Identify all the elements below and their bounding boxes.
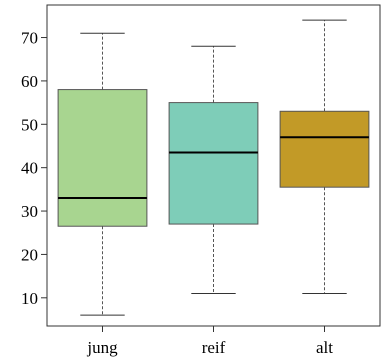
iqr-box xyxy=(279,110,370,188)
y-tick-label: 20 xyxy=(21,245,38,264)
box-jung xyxy=(57,32,148,316)
x-axis: jung reif alt xyxy=(86,326,333,357)
y-tick-label: 10 xyxy=(21,289,38,308)
x-tick-label: reif xyxy=(202,338,226,357)
y-tick-label: 70 xyxy=(21,29,38,48)
boxes-group xyxy=(57,19,370,316)
y-tick-label: 60 xyxy=(21,72,38,91)
box-reif xyxy=(168,45,259,294)
y-tick-label: 40 xyxy=(21,159,38,178)
x-tick-label: jung xyxy=(86,338,118,357)
box-alt xyxy=(279,19,370,294)
y-tick-label: 50 xyxy=(21,115,38,134)
x-tick-label: alt xyxy=(316,338,333,357)
y-axis: 10 20 30 40 50 60 70 xyxy=(21,29,47,308)
iqr-box xyxy=(57,89,148,227)
iqr-box xyxy=(168,102,259,225)
y-tick-label: 30 xyxy=(21,202,38,221)
